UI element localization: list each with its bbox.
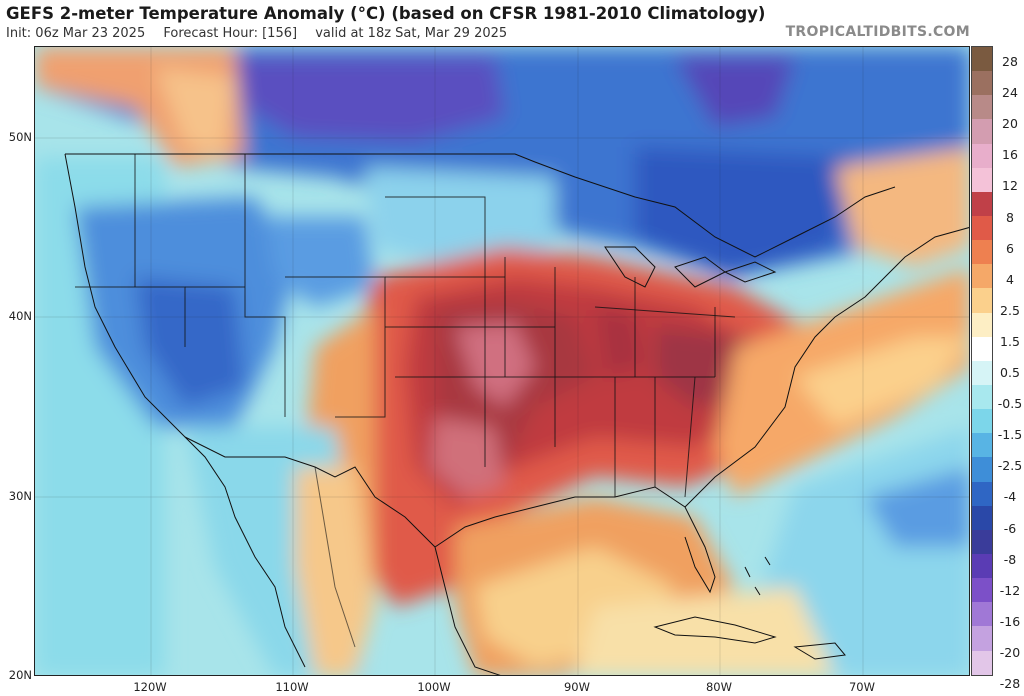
anomaly-field	[35, 47, 969, 675]
colorbar-label: -12	[999, 582, 1021, 598]
colorbar-label: 8	[1006, 209, 1014, 225]
colorbar-label: 12	[1002, 178, 1018, 194]
colorbar-swatch	[972, 95, 992, 120]
colorbar-label: -20	[999, 644, 1021, 660]
colorbar-swatch	[972, 529, 992, 554]
lon-label-100w: 100W	[417, 680, 451, 694]
lat-label-50n: 50N	[8, 130, 32, 144]
colorbar-label: 20	[1002, 116, 1018, 132]
colorbar-label: 6	[1006, 240, 1014, 256]
valid-time: valid at 18z Sat, Mar 29 2025	[315, 26, 508, 41]
colorbar-swatch	[972, 505, 992, 530]
lon-label-110w: 110W	[275, 680, 309, 694]
init-time: Init: 06z Mar 23 2025	[6, 26, 146, 41]
colorbar-label: -1.5	[997, 427, 1023, 443]
graticule	[35, 47, 969, 675]
colorbar-swatch	[972, 215, 992, 241]
colorbar-label: -2.5	[997, 458, 1023, 474]
colorbar-label: -6	[1003, 520, 1017, 536]
colorbar-swatch	[972, 409, 992, 434]
colorbar-swatch	[972, 240, 992, 265]
forecast-hour: Forecast Hour: [156]	[163, 26, 298, 41]
colorbar-label: 16	[1002, 147, 1018, 163]
lon-label-80w: 80W	[705, 680, 732, 694]
map-title: GEFS 2-meter Temperature Anomaly (°C) (b…	[6, 4, 766, 23]
colorbar-swatch	[972, 167, 992, 192]
colorbar	[971, 46, 993, 676]
colorbar-swatch	[972, 191, 992, 216]
colorbar-swatch	[972, 578, 992, 603]
colorbar-swatch	[972, 602, 992, 627]
lat-label-20n: 20N	[8, 668, 32, 682]
lon-label-120w: 120W	[133, 680, 167, 694]
colorbar-swatch	[972, 119, 992, 144]
map-subtitle: Init: 06z Mar 23 2025 Forecast Hour: [15…	[6, 26, 521, 41]
colorbar-label: -4	[1003, 489, 1017, 505]
colorbar-swatch	[972, 433, 992, 458]
colorbar-swatch	[972, 553, 992, 579]
colorbar-swatch	[972, 650, 992, 675]
colorbar-swatch	[972, 71, 992, 96]
colorbar-label: -8	[1003, 551, 1017, 567]
site-watermark: TROPICALTIDBITS.COM	[785, 24, 970, 40]
colorbar-swatch	[972, 626, 992, 651]
colorbar-label: 1.5	[1000, 333, 1020, 349]
colorbar-swatch	[972, 143, 992, 168]
colorbar-label: -16	[999, 613, 1021, 629]
colorbar-swatch	[972, 457, 992, 482]
boundaries	[64, 153, 969, 675]
colorbar-label: -0.5	[997, 396, 1023, 412]
colorbar-label: 28	[1002, 54, 1018, 69]
colorbar-swatch	[972, 384, 992, 410]
colorbar-swatch	[972, 312, 992, 337]
lat-label-30n: 30N	[8, 489, 32, 503]
colorbar-swatch	[972, 264, 992, 289]
colorbar-label: 24	[1002, 85, 1018, 101]
colorbar-label: -28	[999, 676, 1021, 691]
colorbar-label: 0.5	[1000, 365, 1020, 380]
lat-label-40n: 40N	[8, 309, 32, 323]
lon-label-70w: 70W	[848, 680, 875, 694]
colorbar-swatch	[972, 360, 992, 385]
anomaly-map-svg	[35, 47, 969, 675]
colorbar-swatch	[972, 288, 992, 313]
colorbar-label: 4	[1006, 271, 1014, 287]
colorbar-swatch	[972, 481, 992, 506]
colorbar-label: 2.5	[1000, 302, 1020, 318]
lon-label-90w: 90W	[563, 680, 590, 694]
colorbar-swatch	[972, 336, 992, 361]
colorbar-swatch	[972, 47, 992, 72]
anomaly-map	[34, 46, 970, 676]
